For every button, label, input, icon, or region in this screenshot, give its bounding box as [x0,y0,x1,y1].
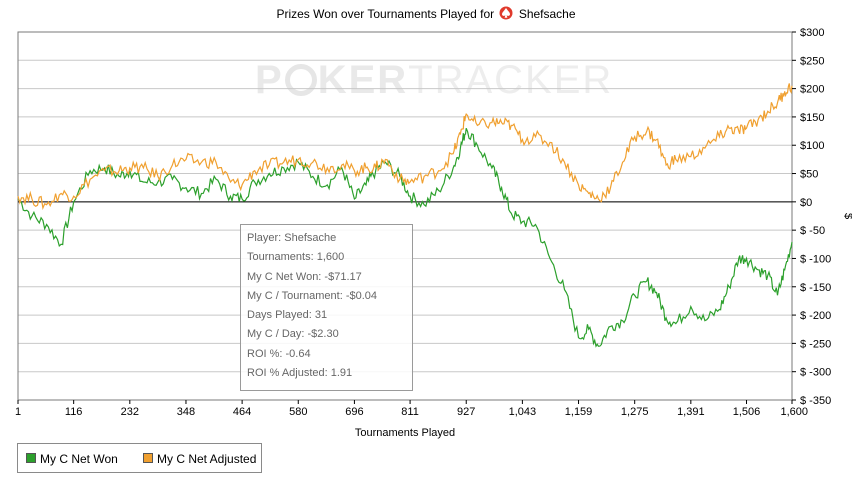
y-tick-label: $ -300 [800,367,831,379]
x-tick-label: 464 [233,406,251,418]
legend-item-net-won[interactable]: My C Net Won [26,452,118,466]
x-axis-label: Tournaments Played [355,427,455,439]
y-tick-label: $150 [800,112,824,124]
tooltip-days-played: Days Played: 31 [247,309,328,322]
y-tick-label: $ -150 [800,282,831,294]
series-lines [17,83,793,348]
tooltip-per-day: My C / Day: -$2.30 [247,328,339,341]
tooltip-net-won: My C Net Won: -$71.17 [247,270,362,283]
y-tick-label: $200 [800,84,824,96]
x-tick-label: 1,600 [780,406,808,418]
x-tick-label: 1,043 [509,406,537,418]
player-name: Shefsache [518,7,576,21]
x-tick-label: 348 [177,406,195,418]
x-tick-label: 580 [289,406,307,418]
x-tick-label: 811 [401,406,419,418]
chart-title-text: Prizes Won over Tournaments Played for [276,7,495,21]
legend-label-net-won: My C Net Won [40,452,118,466]
y-axis-ticks: $300 $250 $200 $150 $100 $50 $0 $ -50 $ -100 $ -1… [792,27,831,407]
x-tick-label: 1,275 [621,406,649,418]
x-axis-ticks: 1 116 232 348 464 580 696 811 927 1,043 1,159 1,275… [15,400,808,418]
tooltip-player: Player: Shefsache [247,232,337,244]
y-tick-label: $100 [800,140,824,152]
legend: My C Net Won My C Net Adjusted [17,443,262,473]
x-tick-label: 1 [15,406,21,418]
x-tick-label: 116 [65,406,83,418]
plot-area-border [17,31,793,401]
y-tick-label: $ -200 [800,310,831,322]
chart-title: Prizes Won over Tournaments Played for S… [0,6,852,21]
legend-swatch-net-adjusted [143,453,153,463]
series-line-net-adjusted [17,83,793,211]
tooltip-roi: ROI %: -0.64 [247,347,311,360]
pokertracker-watermark: P KERTRACKER [255,58,614,102]
tooltip-roi-adjusted: ROI % Adjusted: 1.91 [247,367,353,380]
legend-swatch-net-won [26,453,36,463]
x-tick-label: 1,391 [677,406,705,418]
y-tick-label: $ -350 [800,395,831,407]
legend-item-net-adjusted[interactable]: My C Net Adjusted [143,452,256,466]
tooltip-tournaments: Tournaments: 1,600 [247,251,345,264]
tooltip-per-tournament: My C / Tournament: -$0.04 [247,289,378,302]
x-tick-label: 232 [121,406,139,418]
y-tick-label: $ -50 [800,225,825,237]
x-tick-label: 1,506 [733,406,761,418]
x-tick-label: 696 [345,406,363,418]
y-tick-label: $250 [800,55,824,67]
spade-icon [499,6,513,20]
y-tick-label: $50 [800,169,818,181]
y-tick-label: $300 [800,27,824,39]
y-tick-label: $ -100 [800,253,831,265]
summary-tooltip: Player: Shefsache Tournaments: 1,600 My … [240,224,413,391]
series-line-net-won [17,127,793,348]
legend-label-net-adjusted: My C Net Adjusted [157,452,257,466]
y-tick-label: $0 [800,197,812,209]
x-tick-label: 1,159 [565,406,593,418]
y-axis-label: $ [842,213,852,219]
x-tick-label: 927 [457,406,475,418]
y-tick-label: $ -250 [800,338,831,350]
